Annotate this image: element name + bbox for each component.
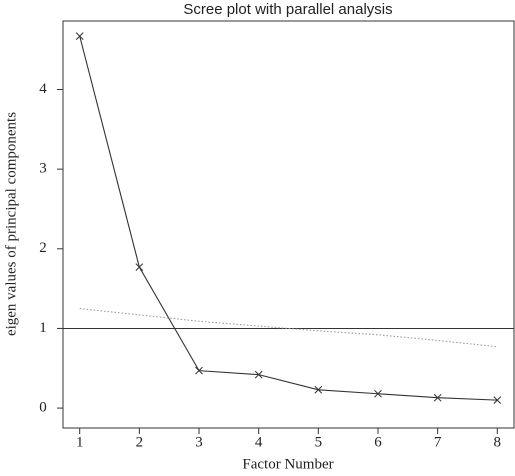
x-tick-label: 8 — [494, 434, 502, 450]
y-tick-label: 2 — [39, 240, 47, 256]
series-line — [79, 35, 498, 401]
series-line — [79, 307, 498, 348]
plot-frame — [62, 20, 515, 429]
y-tick-label: 3 — [39, 161, 47, 177]
point-marker — [75, 32, 84, 40]
y-tick-label: 1 — [39, 320, 47, 336]
x-tick-label: 1 — [76, 434, 84, 450]
x-tick-label: 2 — [136, 434, 144, 450]
point-marker — [135, 263, 144, 271]
point-marker — [254, 370, 263, 379]
x-tick-label: 3 — [195, 434, 203, 450]
x-axis-label: Factor Number — [242, 456, 333, 472]
point-marker — [195, 366, 203, 375]
y-tick-label: 4 — [39, 81, 47, 97]
point-marker — [433, 393, 442, 402]
x-tick-label: 5 — [315, 434, 323, 450]
y-tick-label: 0 — [39, 400, 47, 416]
point-marker — [314, 385, 323, 394]
point-marker — [493, 396, 502, 404]
x-tick-label: 6 — [374, 434, 382, 450]
chart-title: Scree plot with parallel analysis — [183, 1, 392, 18]
point-marker — [374, 389, 382, 398]
x-tick-label: 4 — [255, 434, 263, 450]
x-tick-label: 7 — [434, 434, 442, 450]
y-axis-label: eigen values of principal components — [3, 112, 19, 336]
